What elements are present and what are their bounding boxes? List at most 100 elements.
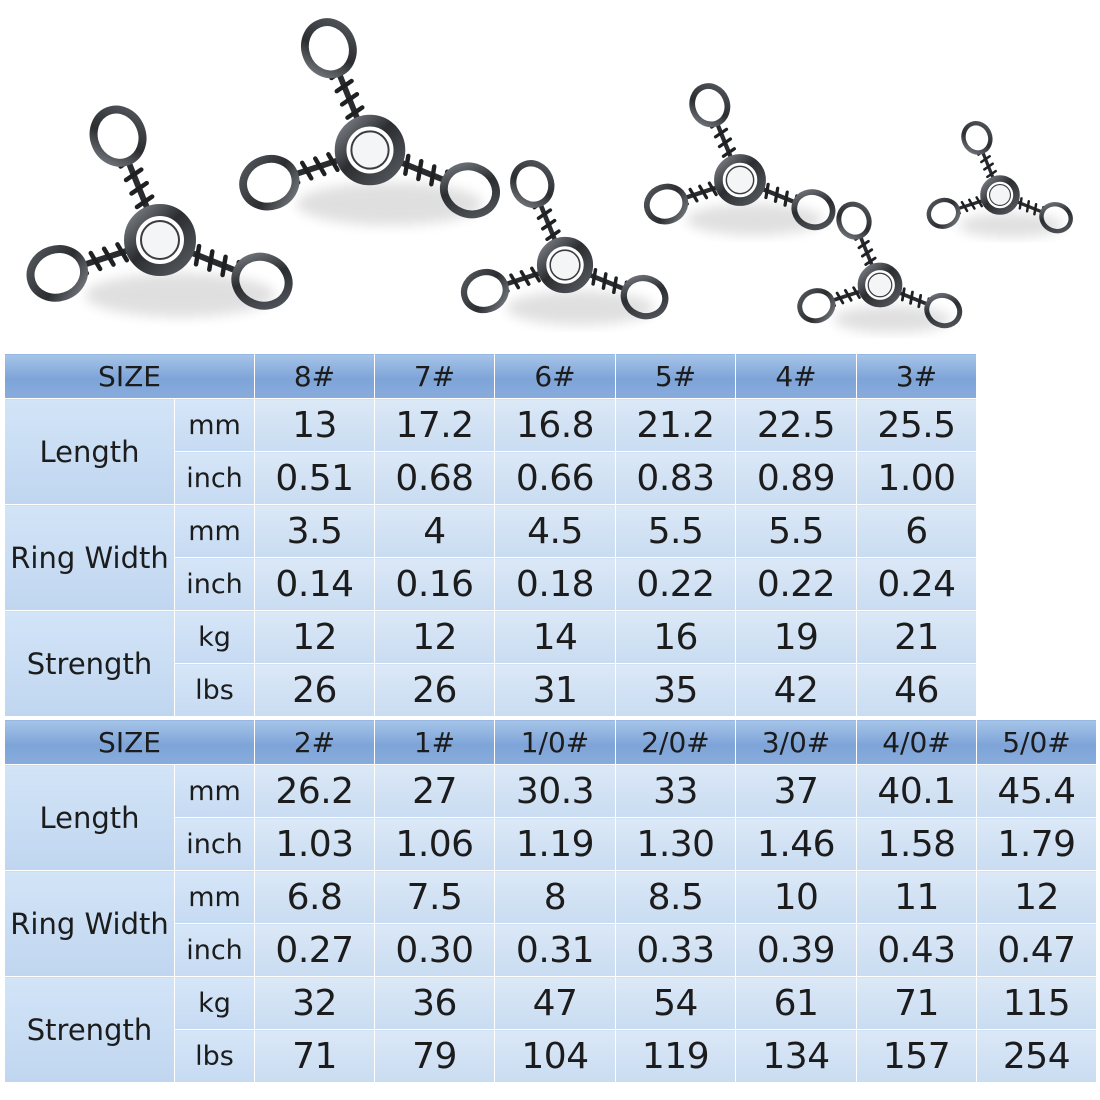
value-cell: 30.3 [494,764,616,818]
value-cell: 12 [254,610,375,664]
value-cell: 26 [374,663,495,717]
value-cell: 5.5 [615,504,736,558]
three-way-swivel-icon [643,83,836,236]
value-cell: 1.19 [494,817,616,871]
value-cell: 8 [494,870,616,924]
three-way-swivel-icon [926,121,1073,238]
spec-row: inch 0.14 0.16 0.18 0.22 0.22 0.24 [5,557,1097,611]
value-cell: 104 [494,1029,616,1083]
empty-cell [976,610,1097,664]
value-cell: 12 [374,610,495,664]
category-label: Length [4,764,175,871]
value-cell: 16 [615,610,736,664]
size-header-cell: 1/0# [494,719,616,765]
value-cell: 12 [976,870,1097,924]
spec-row: inch 1.03 1.06 1.19 1.30 1.46 1.58 1.79 [5,817,1097,871]
value-cell: 0.33 [615,923,736,977]
swivel-group-image [26,18,1073,333]
category-label: Strength [4,976,175,1083]
value-cell: 40.1 [856,764,977,818]
value-cell: 22.5 [735,398,857,452]
value-cell: 47 [494,976,616,1030]
size-header-cell: 3/0# [735,719,857,765]
value-cell: 4 [374,504,495,558]
unit-label: lbs [174,1029,255,1083]
value-cell: 13 [254,398,375,452]
size-header-cell: 2# [254,719,375,765]
value-cell: 25.5 [856,398,977,452]
value-cell: 19 [735,610,857,664]
size-header-cell: 5/0# [976,719,1097,765]
size-header-cell: 4# [735,353,857,399]
value-cell: 0.31 [494,923,616,977]
category-label: Ring Width [4,870,175,977]
three-way-swivel-icon [239,18,500,226]
value-cell: 31 [494,663,616,717]
size-header-label: SIZE [4,353,255,399]
spec-row: inch 0.27 0.30 0.31 0.33 0.39 0.43 0.47 [5,923,1097,977]
value-cell: 26.2 [254,764,375,818]
size-header-cell: 2/0# [615,719,736,765]
value-cell: 0.39 [735,923,857,977]
size-header-cell: 1# [374,719,495,765]
spec-row: Length mm 13 17.2 16.8 21.2 22.5 25.5 [4,398,1097,505]
value-cell: 5.5 [735,504,857,558]
value-cell: 0.30 [374,923,495,977]
unit-label: mm [174,504,255,558]
value-cell: 36 [374,976,495,1030]
spec-row: inch 0.51 0.68 0.66 0.83 0.89 1.00 [5,451,1097,505]
value-cell: 46 [856,663,977,717]
value-cell: 119 [615,1029,736,1083]
value-cell: 32 [254,976,375,1030]
value-cell: 79 [374,1029,495,1083]
value-cell: 1.00 [856,451,977,505]
value-cell: 1.46 [735,817,857,871]
unit-label: mm [174,764,255,818]
size-table-2: SIZE 2# 1# 1/0# 2/0# 3/0# 4/0# 5/0# Length mm 26.2… [4,719,1097,1083]
size-header-cell: 5# [615,353,736,399]
value-cell: 0.22 [735,557,857,611]
category-label: Strength [4,610,175,717]
value-cell: 16.8 [494,398,616,452]
empty-cell [976,353,1097,399]
value-cell: 1.06 [374,817,495,871]
value-cell: 0.24 [856,557,977,611]
value-cell: 0.14 [254,557,375,611]
value-cell: 26 [254,663,375,717]
value-cell: 21 [856,610,977,664]
spec-row: Ring Width mm 3.5 4 4.5 5.5 5.5 6 [4,504,1097,611]
unit-label: inch [174,817,255,871]
value-cell: 11 [856,870,977,924]
value-cell: 0.16 [374,557,495,611]
size-header-label: SIZE [4,719,255,765]
three-way-swivel-icon [26,105,293,317]
value-cell: 6.8 [254,870,375,924]
value-cell: 17.2 [374,398,495,452]
value-cell: 0.43 [856,923,977,977]
three-way-swivel-icon [460,160,669,326]
three-way-swivel-icon [797,201,963,333]
value-cell: 1.03 [254,817,375,871]
value-cell: 1.30 [615,817,736,871]
value-cell: 54 [615,976,736,1030]
unit-label: mm [174,398,255,452]
spec-row: Strength kg 32 36 47 54 61 71 115 [4,976,1097,1083]
size-header-cell: 3# [856,353,977,399]
unit-label: inch [174,451,255,505]
value-cell: 0.18 [494,557,616,611]
size-header-row: SIZE 8# 7# 6# 5# 4# 3# [4,353,1097,399]
value-cell: 0.22 [615,557,736,611]
category-label: Ring Width [4,504,175,611]
empty-cell [976,504,1097,558]
value-cell: 61 [735,976,857,1030]
value-cell: 71 [254,1029,375,1083]
size-table-1: SIZE 8# 7# 6# 5# 4# 3# Length mm 13 17.2 16.8 21.2 22… [4,353,1097,717]
spec-row: Strength kg 12 12 14 16 19 21 [4,610,1097,717]
value-cell: 37 [735,764,857,818]
value-cell: 0.66 [494,451,616,505]
unit-label: kg [174,610,255,664]
value-cell: 134 [735,1029,857,1083]
spec-row: lbs 71 79 104 119 134 157 254 [5,1029,1097,1083]
unit-label: lbs [174,663,255,717]
value-cell: 45.4 [976,764,1097,818]
